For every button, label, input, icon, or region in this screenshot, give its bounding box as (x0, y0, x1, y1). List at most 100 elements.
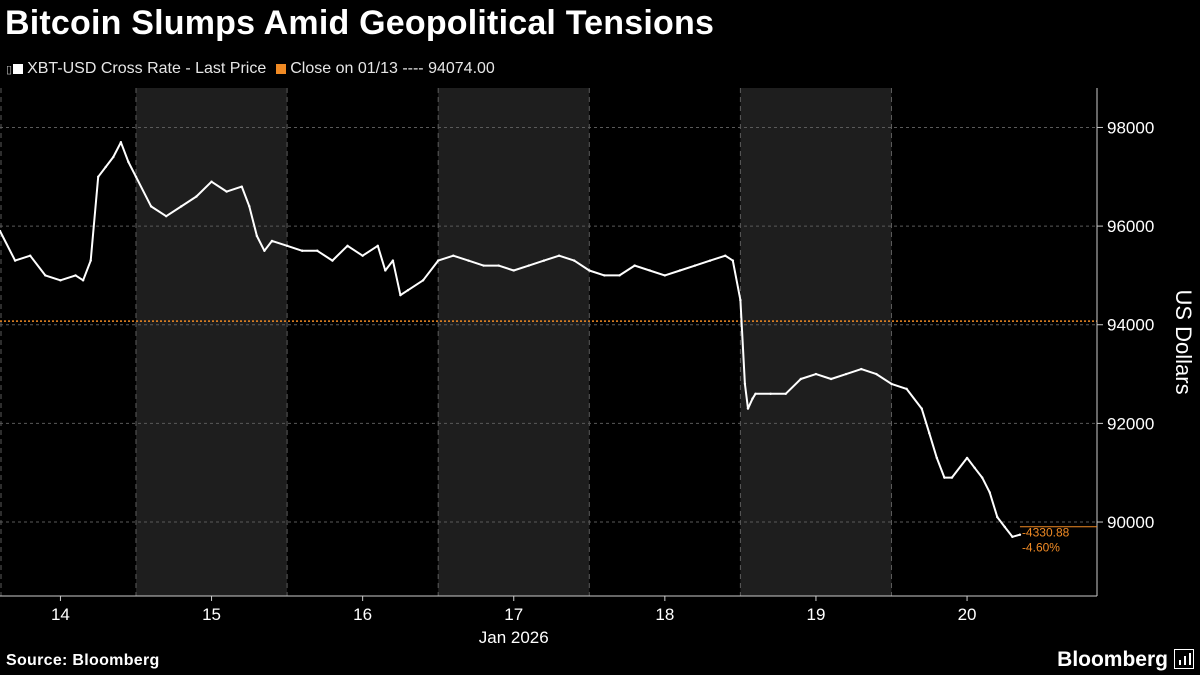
price-point (376, 244, 379, 248)
x-tick-label: 17 (504, 605, 523, 624)
y-tick-label: 94000 (1107, 316, 1154, 335)
price-point (844, 372, 848, 376)
price-point (165, 215, 168, 218)
price-point (973, 466, 976, 469)
price-point (890, 382, 893, 386)
price-point (988, 491, 991, 494)
shaded-day-band (135, 88, 288, 596)
price-point (678, 269, 682, 272)
price-point (996, 515, 999, 519)
price-point (512, 269, 515, 272)
price-point (754, 392, 757, 395)
price-line (0, 141, 1021, 538)
price-point (751, 397, 754, 400)
price-series (0, 141, 1022, 539)
price-point (905, 387, 908, 391)
price-point (731, 259, 735, 262)
legend-swatch-close (276, 64, 287, 74)
price-point (928, 432, 931, 435)
price-point (739, 298, 742, 302)
price-point (1011, 535, 1014, 539)
y-axis-label: US Dollars (1171, 289, 1196, 394)
price-point (13, 259, 17, 262)
gridlines (0, 88, 1097, 596)
price-point (875, 372, 878, 376)
legend-item-close: Close on 01/13 ---- 94074.00 (276, 60, 495, 78)
price-point (467, 259, 470, 262)
legend-label-close: Close on 01/13 ---- 94074.00 (290, 60, 495, 77)
price-point (210, 180, 213, 183)
legend-swatch-price (13, 64, 24, 74)
price-point (633, 264, 636, 267)
x-tick-label: 16 (353, 605, 372, 624)
price-point (270, 239, 274, 243)
price-point (391, 259, 395, 262)
x-tick-label: 20 (958, 605, 977, 624)
price-point (920, 407, 923, 410)
price-point (421, 279, 425, 282)
price-point (663, 274, 667, 277)
change-pct-label: -4.60% (1022, 541, 1060, 555)
price-point (950, 476, 954, 479)
price-point (346, 244, 349, 248)
source-note: Source: Bloomberg (6, 652, 160, 669)
price-point (482, 264, 485, 267)
price-point (81, 279, 85, 282)
price-point (119, 141, 123, 144)
price-point (829, 377, 833, 381)
price-point (935, 456, 939, 460)
change-value-label: -4330.88 (1022, 526, 1070, 540)
y-tick-label: 92000 (1107, 414, 1154, 433)
x-tick-label: 14 (51, 605, 70, 624)
price-point (301, 249, 304, 252)
price-point (724, 254, 727, 257)
price-point (814, 372, 818, 376)
price-point (1003, 525, 1007, 529)
price-point (452, 254, 455, 257)
price-point (149, 205, 153, 208)
price-point (557, 254, 561, 257)
price-point (436, 259, 440, 262)
candle-glyph-icon: ▯ (6, 63, 13, 76)
price-point (331, 259, 334, 262)
price-point (860, 367, 863, 371)
price-point (799, 377, 803, 381)
price-point (195, 195, 198, 198)
price-point (708, 259, 712, 262)
price-point (527, 264, 531, 267)
price-point (59, 279, 62, 282)
x-tick-label: 15 (202, 605, 221, 624)
price-point (225, 190, 228, 193)
price-point (542, 259, 546, 262)
x-tick-label: 19 (806, 605, 825, 624)
chart-title: Bitcoin Slumps Amid Geopolitical Tension… (5, 4, 715, 42)
price-point (134, 175, 138, 178)
price-point (572, 259, 576, 262)
price-point (240, 185, 243, 188)
price-point (743, 382, 747, 386)
price-point (29, 254, 32, 257)
shaded-day-band (740, 88, 892, 596)
price-point (248, 205, 251, 208)
price-point (74, 274, 77, 277)
price-point (104, 165, 107, 169)
price-point (406, 289, 410, 292)
price-point (89, 259, 92, 262)
price-point (603, 274, 606, 277)
y-tick-label: 96000 (1107, 217, 1154, 236)
price-point (618, 274, 621, 277)
price-point (588, 269, 591, 272)
legend: ▯ XBT-USD Cross Rate - Last Price Close … (6, 60, 505, 78)
legend-item-price: ▯ XBT-USD Cross Rate - Last Price (6, 60, 266, 78)
price-point (1018, 533, 1022, 536)
price-point (693, 264, 697, 267)
axes: 90000 92000 94000 96000 98000 14 15 16 17 18 19 20 J… (0, 88, 1196, 647)
price-point (263, 249, 266, 252)
legend-label-price: XBT-USD Cross Rate - Last Price (27, 60, 267, 77)
price-point (784, 392, 787, 395)
shaded-days (135, 88, 892, 596)
price-point (399, 293, 402, 297)
price-point (285, 244, 289, 248)
price-point (316, 249, 319, 252)
